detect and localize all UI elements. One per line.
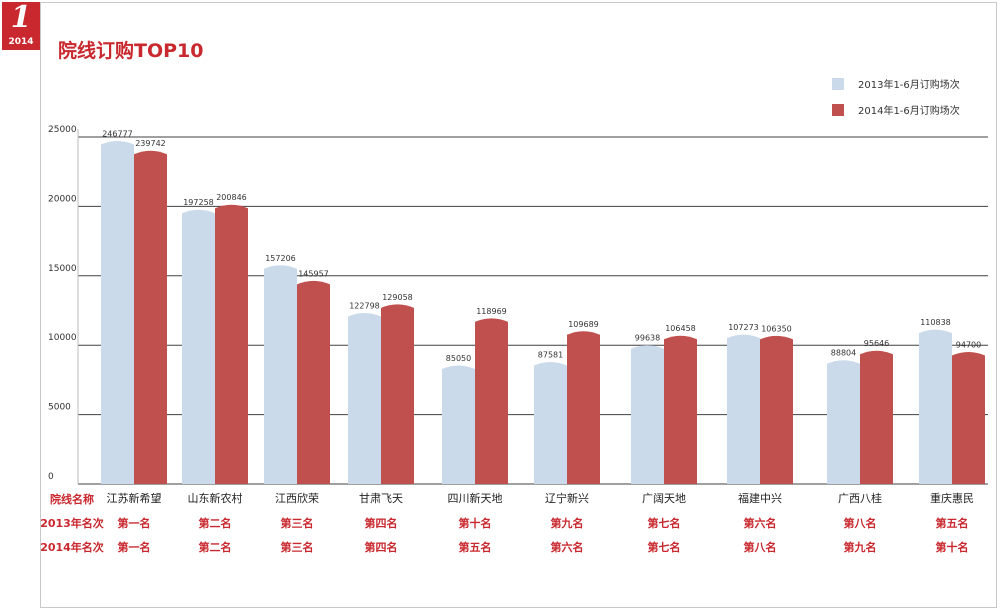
rank-2014-label: 第四名 xyxy=(364,541,398,554)
rank-2013-label: 第一名 xyxy=(117,517,151,530)
rank-2014-label: 第七名 xyxy=(647,541,681,554)
rank-badge: 1 2014 xyxy=(2,0,40,50)
legend-item-2014: 2014年1-6月订购场次 xyxy=(832,100,982,126)
bar-2013 xyxy=(727,334,760,484)
bar-2014 xyxy=(664,335,697,484)
rank-2014-label: 第三名 xyxy=(280,541,314,554)
data-label: 94700 xyxy=(956,341,981,350)
data-label: 106350 xyxy=(761,324,792,333)
category-label: 江苏新希望 xyxy=(106,492,162,505)
y-tick-label: 15000 xyxy=(48,264,77,274)
legend-item-2013: 2013年1-6月订购场次 xyxy=(832,74,982,100)
y-tick-label: 10000 xyxy=(48,333,77,343)
rank-2014-label: 第八名 xyxy=(743,541,777,554)
bar-2014 xyxy=(475,318,508,484)
row-header-rank2014: 2014年名次 xyxy=(40,541,104,554)
data-label: 145957 xyxy=(298,269,329,278)
bar-2013 xyxy=(442,365,475,484)
bar-2014 xyxy=(134,150,167,484)
data-label: 118969 xyxy=(476,307,507,316)
rank-2013-label: 第五名 xyxy=(935,517,969,530)
data-label: 200846 xyxy=(216,193,247,202)
rank-2013-label: 第二名 xyxy=(198,517,232,530)
bar-2013 xyxy=(348,313,381,484)
rank-2013-label: 第四名 xyxy=(364,517,398,530)
badge-year: 2014 xyxy=(8,37,34,47)
legend-swatch-2013 xyxy=(832,78,844,90)
rank-2014-label: 第十名 xyxy=(935,541,969,554)
bar-2013 xyxy=(264,265,297,484)
data-label: 99638 xyxy=(635,334,660,343)
y-tick-label: 25000 xyxy=(48,125,77,135)
rank-2013-label: 第七名 xyxy=(647,517,681,530)
badge-number: 1 xyxy=(10,0,32,35)
data-label: 129058 xyxy=(382,293,413,302)
data-label: 85050 xyxy=(446,354,471,363)
page-title: 院线订购TOP10 xyxy=(58,40,204,62)
y-tick-label: 5000 xyxy=(48,403,71,413)
category-label: 甘肃飞天 xyxy=(359,492,403,505)
legend-swatch-2014 xyxy=(832,104,844,116)
rank-2013-label: 第八名 xyxy=(843,517,877,530)
data-label: 107273 xyxy=(728,323,759,332)
legend-label-2014: 2014年1-6月订购场次 xyxy=(858,106,960,117)
bar-2013 xyxy=(919,329,952,484)
bar-2014 xyxy=(760,335,793,484)
rank-2013-label: 第十名 xyxy=(458,517,492,530)
category-label: 辽宁新兴 xyxy=(545,492,589,505)
y-tick-label: 0 xyxy=(48,472,54,482)
rank-2013-label: 第三名 xyxy=(280,517,314,530)
rank-2013-label: 第六名 xyxy=(743,517,777,530)
data-label: 246777 xyxy=(102,129,133,138)
category-label: 福建中兴 xyxy=(738,492,782,505)
data-label: 95646 xyxy=(864,339,889,348)
data-label: 197258 xyxy=(183,198,214,207)
data-label: 239742 xyxy=(135,139,166,148)
bar-2013 xyxy=(182,209,215,484)
rank-2013-label: 第九名 xyxy=(550,517,584,530)
data-label: 109689 xyxy=(568,320,599,329)
bar-2013 xyxy=(631,345,664,484)
category-label: 重庆惠民 xyxy=(930,492,974,505)
bar-2014 xyxy=(381,304,414,484)
rank-2014-label: 第六名 xyxy=(550,541,584,554)
bar-2014 xyxy=(860,350,893,484)
bar-2014 xyxy=(567,331,600,484)
bar-2014 xyxy=(952,352,985,484)
rank-2014-label: 第一名 xyxy=(117,541,151,554)
category-label: 四川新天地 xyxy=(447,492,503,505)
bar-2014 xyxy=(297,280,330,484)
rank-2014-label: 第五名 xyxy=(458,541,492,554)
bar-2013 xyxy=(101,140,134,485)
bar-2014 xyxy=(215,204,248,484)
bar-2013 xyxy=(827,360,860,484)
row-header-name: 院线名称 xyxy=(50,493,94,506)
category-label: 山东新农村 xyxy=(187,492,243,505)
chart-legend: 2013年1-6月订购场次 2014年1-6月订购场次 xyxy=(832,74,982,126)
data-label: 122798 xyxy=(349,302,380,311)
category-label: 广阔天地 xyxy=(642,492,686,505)
rank-2014-label: 第九名 xyxy=(843,541,877,554)
data-label: 110838 xyxy=(920,318,951,327)
data-label: 106458 xyxy=(665,324,696,333)
data-label: 88804 xyxy=(831,349,856,358)
data-label: 157206 xyxy=(265,254,296,263)
rank-2014-label: 第二名 xyxy=(198,541,232,554)
row-header-rank2013: 2013年名次 xyxy=(40,517,104,530)
page-frame xyxy=(40,2,997,608)
category-label: 广西八桂 xyxy=(838,492,882,505)
y-tick-label: 20000 xyxy=(48,194,77,204)
category-label: 江西欣荣 xyxy=(275,492,319,505)
legend-label-2013: 2013年1-6月订购场次 xyxy=(858,80,960,91)
bar-2013 xyxy=(534,361,567,484)
data-label: 87581 xyxy=(538,350,563,359)
